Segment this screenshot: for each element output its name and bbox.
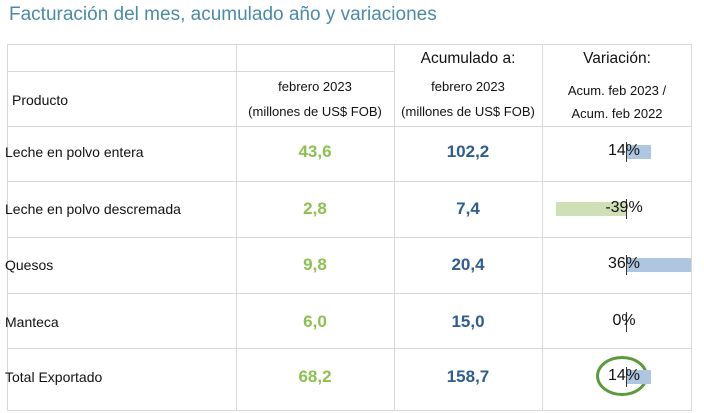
accum-value: 7,4 <box>456 199 480 218</box>
accum-value: 158,7 <box>446 367 490 386</box>
row-divider <box>8 126 691 127</box>
row-divider <box>8 348 691 349</box>
column-divider <box>394 45 395 410</box>
accum-value: 20,4 <box>451 255 485 274</box>
variation-bar <box>626 145 652 159</box>
product-name: Leche en polvo descremada <box>5 201 181 217</box>
month-value: 9,8 <box>303 255 327 274</box>
row-divider <box>8 293 691 294</box>
accum-value: 102,2 <box>446 142 490 161</box>
product-name: Manteca <box>5 314 59 330</box>
variation-label: 0% <box>612 312 636 329</box>
zero-axis-line <box>626 199 627 219</box>
header-product: Producto <box>12 92 69 108</box>
row-divider <box>8 237 691 238</box>
header-variation-title: Variación: <box>583 50 651 67</box>
month-value: 6,0 <box>303 312 327 331</box>
variation-label: 14% <box>607 367 641 384</box>
zero-axis-line <box>626 312 627 332</box>
header-month-line1: febrero 2023 <box>278 79 352 94</box>
column-divider <box>236 45 237 410</box>
variation-bar <box>626 258 691 272</box>
month-value: 68,2 <box>298 367 332 386</box>
product-name: Total Exportado <box>5 369 103 385</box>
header-variation-line1: Acum. feb 2023 / <box>567 83 667 98</box>
variation-label: -39% <box>605 199 643 216</box>
variation-label: 36% <box>607 255 641 272</box>
header-month-line2: (millones de US$ FOB) <box>248 104 382 119</box>
header-accum-line1: febrero 2023 <box>431 79 505 94</box>
month-value: 2,8 <box>303 199 327 218</box>
row-divider <box>8 71 395 72</box>
product-name: Quesos <box>5 257 54 273</box>
column-divider <box>542 45 543 410</box>
zero-axis-line <box>626 255 627 275</box>
header-variation-line2: Acum. feb 2022 <box>571 106 663 121</box>
billing-table <box>7 44 692 411</box>
product-name: Leche en polvo entera <box>5 144 144 160</box>
header-accum-title: Acumulado a: <box>420 50 516 67</box>
variation-bar <box>626 370 652 384</box>
row-divider <box>8 181 691 182</box>
month-value: 43,6 <box>298 142 332 161</box>
page-title: Facturación del mes, acumulado año y var… <box>9 4 437 25</box>
accum-value: 15,0 <box>451 312 485 331</box>
zero-axis-line <box>626 142 627 162</box>
variation-bar <box>556 202 626 216</box>
header-accum-line2: (millones de US$ FOB) <box>401 104 535 119</box>
zero-axis-line <box>626 367 627 387</box>
variation-label: 14% <box>607 142 641 159</box>
